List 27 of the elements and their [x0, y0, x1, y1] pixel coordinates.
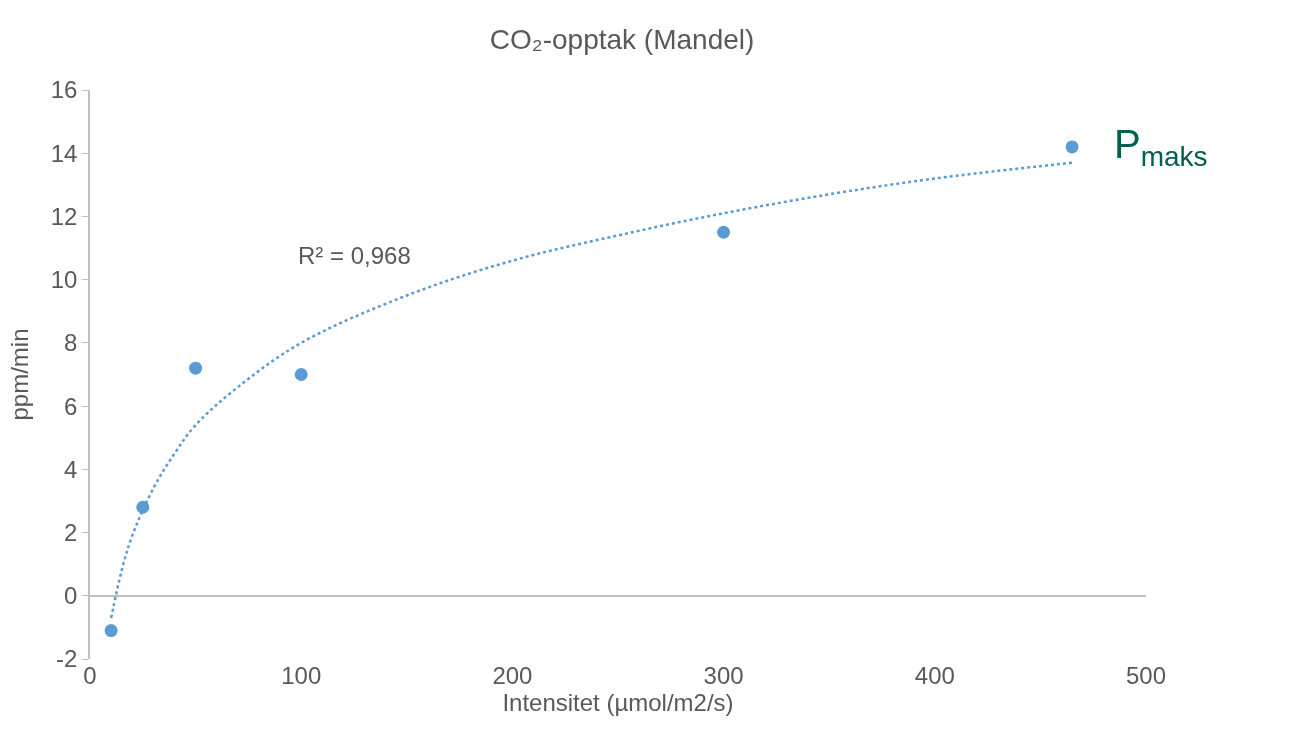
y-tick-label: -2 — [56, 645, 78, 673]
x-tick-label: 400 — [914, 662, 955, 689]
y-axis-title: ppm/min — [6, 328, 34, 421]
point — [294, 368, 308, 381]
y-tick-label: 14 — [50, 139, 78, 167]
y-tick-label: 8 — [64, 329, 78, 357]
x-tick-label: 500 — [1125, 662, 1167, 689]
y-tick-label: 10 — [50, 266, 78, 294]
point — [717, 225, 731, 239]
y-tick-label: 12 — [50, 202, 78, 230]
point — [1065, 140, 1079, 154]
x-axis-title: Intensitet (µmol/m2/s) — [502, 689, 734, 716]
y-tick-label: 4 — [64, 455, 78, 483]
x-tick-label: 100 — [281, 662, 322, 689]
y-tick-label: 16 — [50, 76, 78, 104]
y-tick-label: 2 — [64, 518, 78, 546]
x-tick-label: 300 — [703, 662, 744, 689]
x-tick-label: 200 — [492, 662, 533, 689]
annotation: P$_{maks}$ — [1114, 122, 1208, 173]
point — [189, 361, 203, 375]
chart-title: CO₂-opptak (Mandel) — [489, 24, 755, 56]
y-tick-label: 0 — [64, 582, 78, 610]
line-series — [109, 161, 1074, 620]
annotation: R² = 0,968 — [298, 242, 411, 269]
point — [104, 624, 118, 638]
y-tick-label: 6 — [64, 392, 78, 420]
x-tick-label: 0 — [83, 662, 97, 689]
